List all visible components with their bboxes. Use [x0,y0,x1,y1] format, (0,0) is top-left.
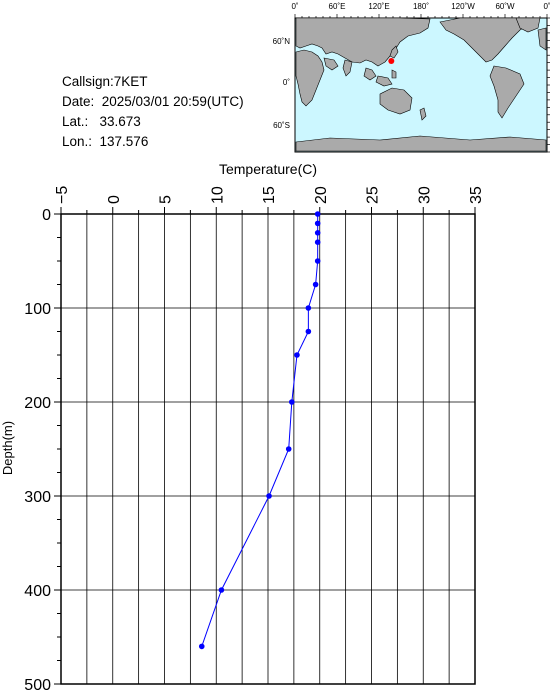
x-tick-label: 30 [416,186,433,204]
data-point [314,239,321,245]
data-point [312,281,319,288]
y-tick-label: 0 [42,207,51,224]
series-line [201,214,319,647]
map-africa [295,49,325,107]
map-top-labels: 0˚ 60˚E 120˚E 180˚ 120˚W 60˚W 0˚ [291,2,550,11]
map-greenland [515,17,541,33]
y-tick-label: 100 [24,301,51,318]
map-new-zealand [419,107,427,121]
x-tick-label: −5 [54,186,71,204]
x-tick-label: 10 [209,186,226,204]
y-tick-label: 500 [24,677,51,690]
data-point [198,643,205,650]
callsign-text: Callsign:7KET [62,74,148,89]
map-lat-label: 60˚S [273,121,290,130]
map-lon-label: 0˚ [291,2,298,11]
location-map: 0˚ 60˚E 120˚E 180˚ 120˚W 60˚W 0˚ 60˚N 0˚ 60˚S [273,2,551,153]
map-frame [294,14,550,153]
data-point [314,230,321,236]
data-point [266,493,272,499]
data-point [305,305,312,311]
map-lon-label: 60˚W [495,2,515,11]
data-point [218,587,225,593]
map-land [295,17,547,152]
y-tick-label: 200 [24,395,51,412]
map-eurasia [295,17,431,67]
data-point [294,352,300,358]
map-lat-label: 60˚N [273,37,291,46]
x-axis-ticks: −5 0 5 10 15 20 25 30 35 [54,186,485,214]
map-australia [379,87,413,115]
longitude-text: Lon.: 137.576 [62,134,149,149]
data-point [314,211,321,217]
data-point [289,399,295,405]
y-axis-label: Depth(m) [0,421,15,475]
map-left-labels: 60˚N 0˚ 60˚S [273,37,291,130]
map-south-america [489,65,525,119]
x-tick-label: 15 [261,186,278,204]
y-tick-label: 300 [24,489,51,506]
data-point [314,258,321,264]
chart-grid [60,213,476,685]
map-arabia-india [323,57,353,77]
map-lon-label: 120˚W [451,2,475,11]
station-info: Callsign:7KET Date: 2025/03/01 20:59(UTC… [62,72,244,152]
date-text: Date: 2025/03/01 20:59(UTC) [62,94,244,109]
map-japan [389,45,399,59]
x-tick-label: 20 [313,186,330,204]
map-lon-label: 60˚E [329,2,346,11]
latitude-text: Lat.: 33.673 [62,114,141,129]
data-point [314,220,321,227]
x-tick-label: 5 [158,195,175,204]
x-tick-label: 0 [106,195,123,204]
station-marker [388,57,395,64]
map-lon-label: 0˚ [543,2,550,11]
x-axis-label: Temperature(C) [219,161,317,177]
data-series [198,211,321,650]
x-tick-label: 35 [468,186,485,204]
map-lat-label: 0˚ [283,78,290,87]
data-point [285,446,292,452]
plot-frame [60,213,476,685]
map-lon-label: 120˚E [368,2,389,11]
map-lon-label: 180˚ [413,2,429,11]
data-point [305,328,312,335]
y-axis-ticks: 0 100 200 300 400 500 [24,207,61,690]
map-europe-wrap [537,27,547,51]
x-tick-label: 25 [365,186,382,204]
map-se-asia [363,67,397,87]
y-tick-label: 400 [24,583,51,600]
map-antarctica [295,135,547,152]
